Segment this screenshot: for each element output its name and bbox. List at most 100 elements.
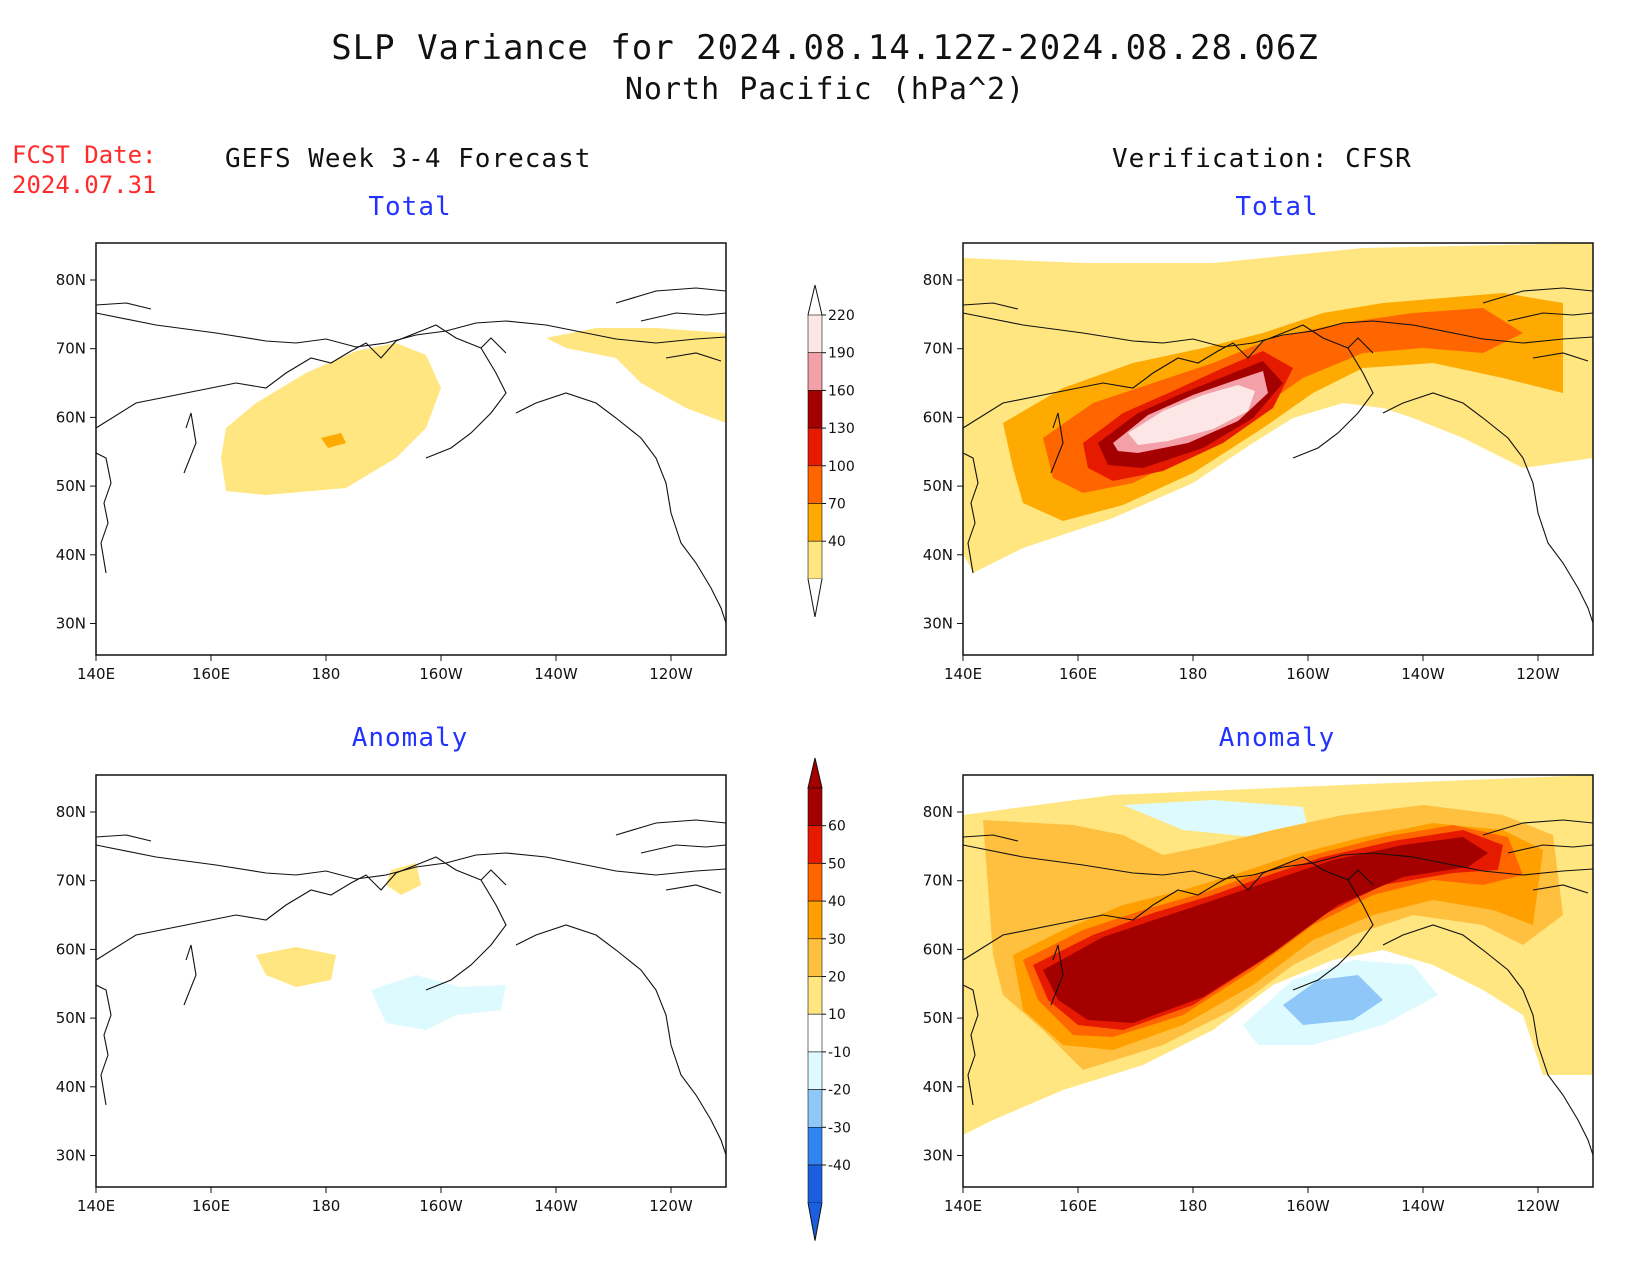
total-colorbar-label: 220 [828, 308, 855, 324]
left-column-title: GEFS Week 3-4 Forecast [225, 144, 592, 174]
verification-anomaly-coastline-9 [962, 834, 1019, 842]
anomaly-colorbar-swatch [807, 976, 823, 1015]
forecast-anomaly-lon-tick-label: 180 [312, 1197, 341, 1215]
forecast-total-lat-tick-label: 50N [56, 477, 86, 495]
forecast-total-coastline-7 [615, 287, 727, 304]
forecast-total-coastline-9 [95, 302, 152, 310]
verification-total-lat-tick-label: 30N [923, 615, 953, 633]
verification-anomaly-coastline-7 [1482, 819, 1594, 836]
forecast-total-coastline-10 [665, 352, 722, 362]
forecast-anomaly-coastline-3 [480, 869, 507, 886]
verification-total-lon-tick-label: 160E [1059, 665, 1097, 683]
forecast-anomaly-lat-tick-label: 80N [56, 803, 86, 821]
forecast-anomaly-coastline-10 [665, 884, 722, 894]
verification-total-contour-c220-6 [1128, 385, 1255, 445]
anomaly-colorbar-swatch [807, 900, 823, 940]
forecast-date-value: 2024.07.31 [12, 171, 157, 199]
forecast-anomaly-coastline-7 [615, 819, 727, 836]
forecast-anomaly-coastline-9 [95, 834, 152, 842]
anomaly-colorbar-label: -20 [828, 1083, 851, 1099]
anomaly-colorbar-swatch [807, 938, 823, 977]
forecast-anomaly-contour-a10-1 [256, 947, 336, 987]
forecast-anomaly-coastline-4 [515, 924, 727, 1156]
verification-total-frame [962, 242, 1594, 656]
verification-anomaly-lat-tick-label: 80N [923, 803, 953, 821]
total-colorbar-swatch [807, 503, 823, 542]
anomaly-colorbar-label: -10 [828, 1045, 851, 1061]
verification-anomaly-lat-tick-label: 60N [923, 940, 953, 958]
verification-anomaly-lon-tick-label: 180 [1179, 1197, 1208, 1215]
verification-anomaly-lon-tick-label: 140W [1401, 1197, 1445, 1215]
total-colorbar-label: 40 [828, 534, 846, 550]
verification-anomaly-lat-tick-label: 40N [923, 1078, 953, 1096]
forecast-anomaly-lon-tick-label: 120W [649, 1197, 693, 1215]
anomaly-colorbar-swatch [807, 1164, 823, 1204]
verification-anomaly-contour-am10-1 [1123, 800, 1308, 837]
forecast-total-lon-tick-label: 140E [77, 665, 115, 683]
verification-anomaly-title: Anomaly [1218, 723, 1336, 753]
forecast-anomaly-map: 140E 160E 180 160W 140W 120W 80N 70N 60N 50N 40N 30… [40, 772, 740, 1217]
forecast-total-lat-tick-label: 80N [56, 271, 86, 289]
verification-anomaly-map: 140E 160E 180 160W 140W 120W 80N 70N 60N 50N 40N 30… [907, 772, 1607, 1217]
anomaly-colorbar-label: 50 [828, 856, 846, 872]
total-colorbar-label: 70 [828, 497, 846, 513]
total-colorbar-label: 130 [828, 421, 855, 437]
anomaly-colorbar-label: 20 [828, 970, 846, 986]
forecast-total-lat-tick-label: 30N [56, 615, 86, 633]
verification-total-map: 140E 160E 180 160W 140W 120W 80N 70N 60N 50N 40N 30… [907, 240, 1607, 685]
verification-total-coastline-1 [962, 312, 1594, 348]
forecast-anomaly-lon-tick-label: 140E [77, 1197, 115, 1215]
verification-total-coastline-10 [1532, 352, 1589, 362]
forecast-total-lon-tick-label: 180 [312, 665, 341, 683]
forecast-anomaly-contour-am10-2 [371, 975, 506, 1030]
anomaly-colorbar-label: 60 [828, 819, 846, 835]
verification-anomaly-coastline-6 [1050, 944, 1064, 1006]
forecast-total-coastline-4 [515, 392, 727, 624]
forecast-anomaly-lat-tick-label: 40N [56, 1078, 86, 1096]
verification-total-lon-tick-label: 180 [1179, 665, 1208, 683]
verification-total-lat-tick-label: 40N [923, 546, 953, 564]
anomaly-colorbar-bottom-triangle [807, 1202, 823, 1241]
anomaly-colorbar-swatch [807, 863, 823, 902]
forecast-total-coastline-1 [95, 312, 727, 348]
total-colorbar-label: 100 [828, 459, 855, 475]
forecast-anomaly-coastline-5 [95, 984, 112, 1106]
forecast-date-label: FCST Date: 2024.07.31 [12, 140, 157, 200]
anomaly-colorbar-label: 30 [828, 932, 846, 948]
forecast-anomaly-lon-tick-label: 160W [419, 1197, 463, 1215]
total-colorbar-swatch [807, 352, 823, 391]
forecast-total-contour-c40-0 [221, 343, 441, 495]
forecast-total-lat-tick-label: 70N [56, 340, 86, 358]
right-column-title: Verification: CFSR [1112, 144, 1412, 174]
forecast-anomaly-lat-tick-label: 30N [56, 1147, 86, 1165]
total-colorbar-label: 190 [828, 346, 855, 362]
forecast-total-frame [95, 242, 727, 656]
verification-total-coastline-9 [962, 302, 1019, 310]
verification-total-lat-tick-label: 50N [923, 477, 953, 495]
forecast-anomaly-coastline-0 [95, 856, 482, 961]
forecast-total-coastline-2 [425, 347, 507, 459]
verification-anomaly-coastline-1 [962, 844, 1594, 880]
verification-anomaly-lon-tick-label: 140E [944, 1197, 982, 1215]
forecast-anomaly-lat-tick-label: 50N [56, 1009, 86, 1027]
anomaly-colorbar-top-triangle [807, 757, 823, 789]
forecast-total-lon-tick-label: 160W [419, 665, 463, 683]
verification-anomaly-contour-a60-8 [1043, 837, 1488, 1023]
verification-total-lon-tick-label: 120W [1516, 665, 1560, 683]
total-colorbar-label: 160 [828, 383, 855, 399]
forecast-total-lat-tick-label: 40N [56, 546, 86, 564]
forecast-anomaly-frame [95, 774, 727, 1188]
total-colorbar-swatch [807, 465, 823, 504]
verification-anomaly-lon-tick-label: 160W [1286, 1197, 1330, 1215]
verification-anomaly-lat-tick-label: 70N [923, 872, 953, 890]
total-colorbar-swatch [807, 314, 823, 354]
verification-anomaly-lon-tick-label: 160E [1059, 1197, 1097, 1215]
forecast-anomaly-coastline-1 [95, 844, 727, 880]
anomaly-colorbar-swatch [807, 787, 823, 827]
forecast-total-lon-tick-label: 140W [534, 665, 578, 683]
anomaly-colorbar-label: 40 [828, 894, 846, 910]
forecast-total-coastline-8 [640, 312, 727, 322]
anomaly-colorbar-swatch [807, 1051, 823, 1090]
verification-anomaly-lat-tick-label: 50N [923, 1009, 953, 1027]
verification-total-coastline-3 [1347, 337, 1374, 354]
